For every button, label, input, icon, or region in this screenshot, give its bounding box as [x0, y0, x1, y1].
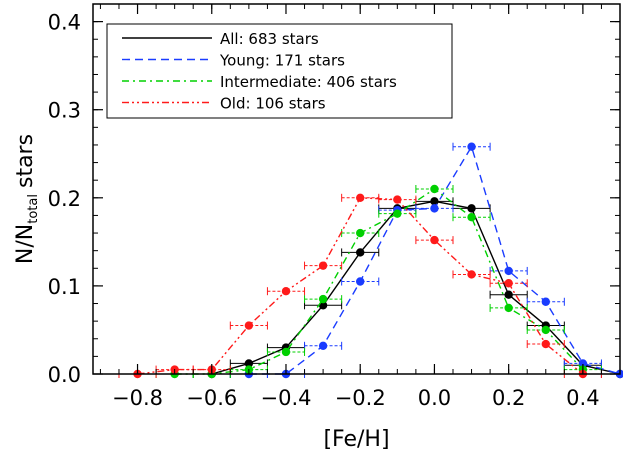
y-axis-label-sub: total: [26, 194, 41, 224]
data-point: [356, 193, 365, 203]
data-point: [430, 184, 439, 194]
x-tick-label: −0.6: [186, 386, 237, 410]
data-point: [281, 347, 291, 357]
axis-ticks: −0.8 −0.6 −0.4 −0.2 0.0 0.2 0.4 0.0 0.1 0.2 0.3 0.4: [48, 3, 621, 410]
plot-marks: [118, 142, 623, 379]
x-tick-label: −0.4: [260, 386, 311, 410]
data-point: [467, 212, 476, 222]
y-axis-label-tail: stars: [13, 134, 38, 188]
data-point: [541, 325, 550, 335]
x-axis-label: [Fe/H]: [323, 427, 389, 452]
data-point: [281, 286, 291, 296]
data-point: [393, 209, 402, 218]
data-point: [318, 294, 328, 304]
series-line: [174, 188, 584, 375]
data-point: [541, 339, 550, 349]
legend: All: 683 stars Young: 171 stars Intermedia…: [106, 23, 453, 119]
data-point: [356, 277, 365, 286]
x-tick-label: −0.8: [112, 386, 163, 410]
x-tick-label: 0.0: [418, 386, 451, 410]
legend-label-2: Intermediate: 406 stars: [220, 73, 397, 91]
data-point: [430, 235, 439, 245]
data-point: [504, 266, 513, 276]
data-point: [467, 204, 476, 213]
data-point: [318, 261, 328, 270]
legend-label-1: Young: 171 stars: [219, 52, 345, 70]
data-point: [430, 204, 439, 213]
data-point: [504, 290, 513, 299]
data-point: [467, 142, 476, 151]
data-point: [541, 297, 550, 306]
y-axis-label: N/Ntotal stars: [13, 134, 41, 264]
data-point: [504, 279, 513, 288]
y-axis-label-main: N/N: [13, 224, 38, 264]
data-point: [467, 270, 476, 279]
y-tick-label: 0.4: [48, 11, 81, 35]
data-point: [244, 359, 254, 368]
y-tick-label: 0.2: [48, 187, 81, 211]
legend-label-0: All: 683 stars: [220, 30, 319, 48]
y-tick-label: 0.1: [48, 275, 81, 299]
data-point: [430, 197, 439, 206]
x-tick-label: 0.2: [492, 386, 525, 410]
data-point: [356, 248, 365, 257]
plot-frame: [92, 3, 621, 375]
data-point: [504, 303, 513, 313]
y-tick-label: 0.3: [48, 99, 81, 123]
x-tick-label: 0.4: [566, 386, 599, 410]
data-point: [393, 195, 402, 204]
data-point: [578, 359, 588, 368]
data-point: [318, 341, 328, 351]
legend-label-3: Old: 106 stars: [220, 95, 326, 113]
x-tick-label: −0.2: [335, 386, 386, 410]
data-point: [244, 321, 254, 330]
y-tick-label: 0.0: [48, 363, 81, 387]
data-point: [356, 228, 365, 238]
